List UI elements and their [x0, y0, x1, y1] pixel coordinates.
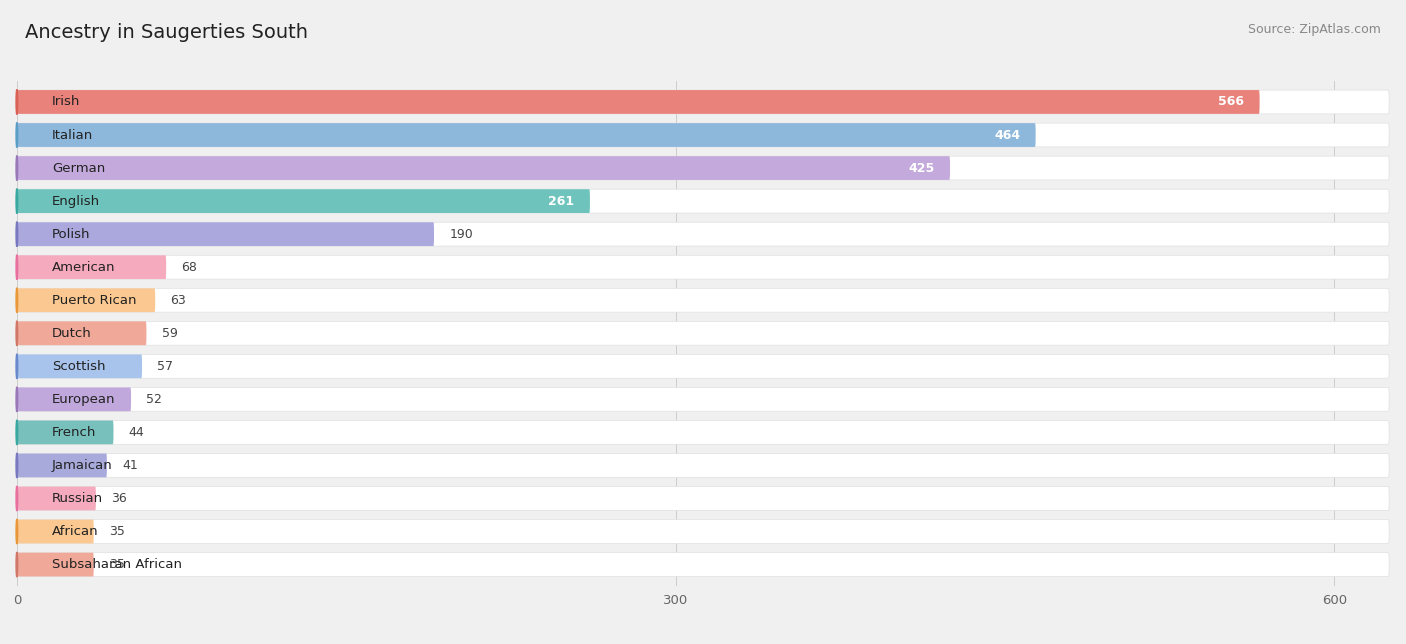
Text: 57: 57 — [157, 360, 173, 373]
Text: English: English — [52, 194, 100, 207]
Circle shape — [15, 122, 18, 147]
Text: 566: 566 — [1218, 95, 1244, 108]
Text: African: African — [52, 525, 98, 538]
FancyBboxPatch shape — [17, 520, 1389, 544]
Text: Scottish: Scottish — [52, 360, 105, 373]
FancyBboxPatch shape — [17, 553, 94, 576]
FancyBboxPatch shape — [17, 321, 146, 345]
Text: 59: 59 — [162, 327, 177, 340]
Circle shape — [15, 453, 18, 478]
Circle shape — [15, 156, 18, 180]
FancyBboxPatch shape — [17, 487, 96, 511]
Text: German: German — [52, 162, 105, 175]
FancyBboxPatch shape — [17, 189, 1389, 213]
Text: Irish: Irish — [52, 95, 80, 108]
FancyBboxPatch shape — [17, 453, 1389, 477]
Circle shape — [15, 189, 18, 214]
Circle shape — [15, 90, 18, 115]
FancyBboxPatch shape — [17, 123, 1036, 147]
FancyBboxPatch shape — [17, 255, 166, 279]
Text: 464: 464 — [994, 129, 1021, 142]
FancyBboxPatch shape — [17, 354, 142, 378]
FancyBboxPatch shape — [17, 487, 1389, 511]
FancyBboxPatch shape — [17, 90, 1260, 114]
FancyBboxPatch shape — [17, 520, 94, 544]
Text: Russian: Russian — [52, 492, 103, 505]
FancyBboxPatch shape — [17, 156, 1389, 180]
Text: 36: 36 — [111, 492, 127, 505]
Text: Italian: Italian — [52, 129, 93, 142]
FancyBboxPatch shape — [17, 189, 591, 213]
Text: 35: 35 — [110, 525, 125, 538]
FancyBboxPatch shape — [17, 421, 1389, 444]
FancyBboxPatch shape — [17, 289, 1389, 312]
FancyBboxPatch shape — [17, 321, 1389, 345]
FancyBboxPatch shape — [17, 388, 1389, 412]
Text: Ancestry in Saugerties South: Ancestry in Saugerties South — [25, 23, 308, 42]
Text: 41: 41 — [122, 459, 138, 472]
Circle shape — [15, 420, 18, 445]
Text: 68: 68 — [181, 261, 197, 274]
FancyBboxPatch shape — [17, 255, 1389, 279]
Text: Source: ZipAtlas.com: Source: ZipAtlas.com — [1247, 23, 1381, 35]
Circle shape — [15, 354, 18, 379]
Text: Dutch: Dutch — [52, 327, 91, 340]
Text: 35: 35 — [110, 558, 125, 571]
Circle shape — [15, 387, 18, 412]
Circle shape — [15, 254, 18, 279]
Text: Polish: Polish — [52, 227, 90, 241]
Text: 261: 261 — [548, 194, 575, 207]
FancyBboxPatch shape — [17, 222, 434, 246]
Text: Puerto Rican: Puerto Rican — [52, 294, 136, 307]
Text: American: American — [52, 261, 115, 274]
Text: European: European — [52, 393, 115, 406]
FancyBboxPatch shape — [17, 90, 1389, 114]
FancyBboxPatch shape — [17, 388, 131, 412]
Circle shape — [15, 519, 18, 544]
Circle shape — [15, 552, 18, 577]
Text: 425: 425 — [908, 162, 935, 175]
Text: Subsaharan African: Subsaharan African — [52, 558, 181, 571]
FancyBboxPatch shape — [17, 354, 1389, 378]
FancyBboxPatch shape — [17, 453, 107, 477]
FancyBboxPatch shape — [17, 421, 114, 444]
Circle shape — [15, 288, 18, 313]
Text: 63: 63 — [170, 294, 187, 307]
Circle shape — [15, 486, 18, 511]
Text: Jamaican: Jamaican — [52, 459, 112, 472]
Circle shape — [15, 222, 18, 247]
Circle shape — [15, 321, 18, 346]
FancyBboxPatch shape — [17, 289, 155, 312]
FancyBboxPatch shape — [17, 222, 1389, 246]
Text: French: French — [52, 426, 97, 439]
Text: 52: 52 — [146, 393, 162, 406]
FancyBboxPatch shape — [17, 123, 1389, 147]
Text: 190: 190 — [450, 227, 474, 241]
FancyBboxPatch shape — [17, 156, 950, 180]
FancyBboxPatch shape — [17, 553, 1389, 576]
Text: 44: 44 — [129, 426, 145, 439]
